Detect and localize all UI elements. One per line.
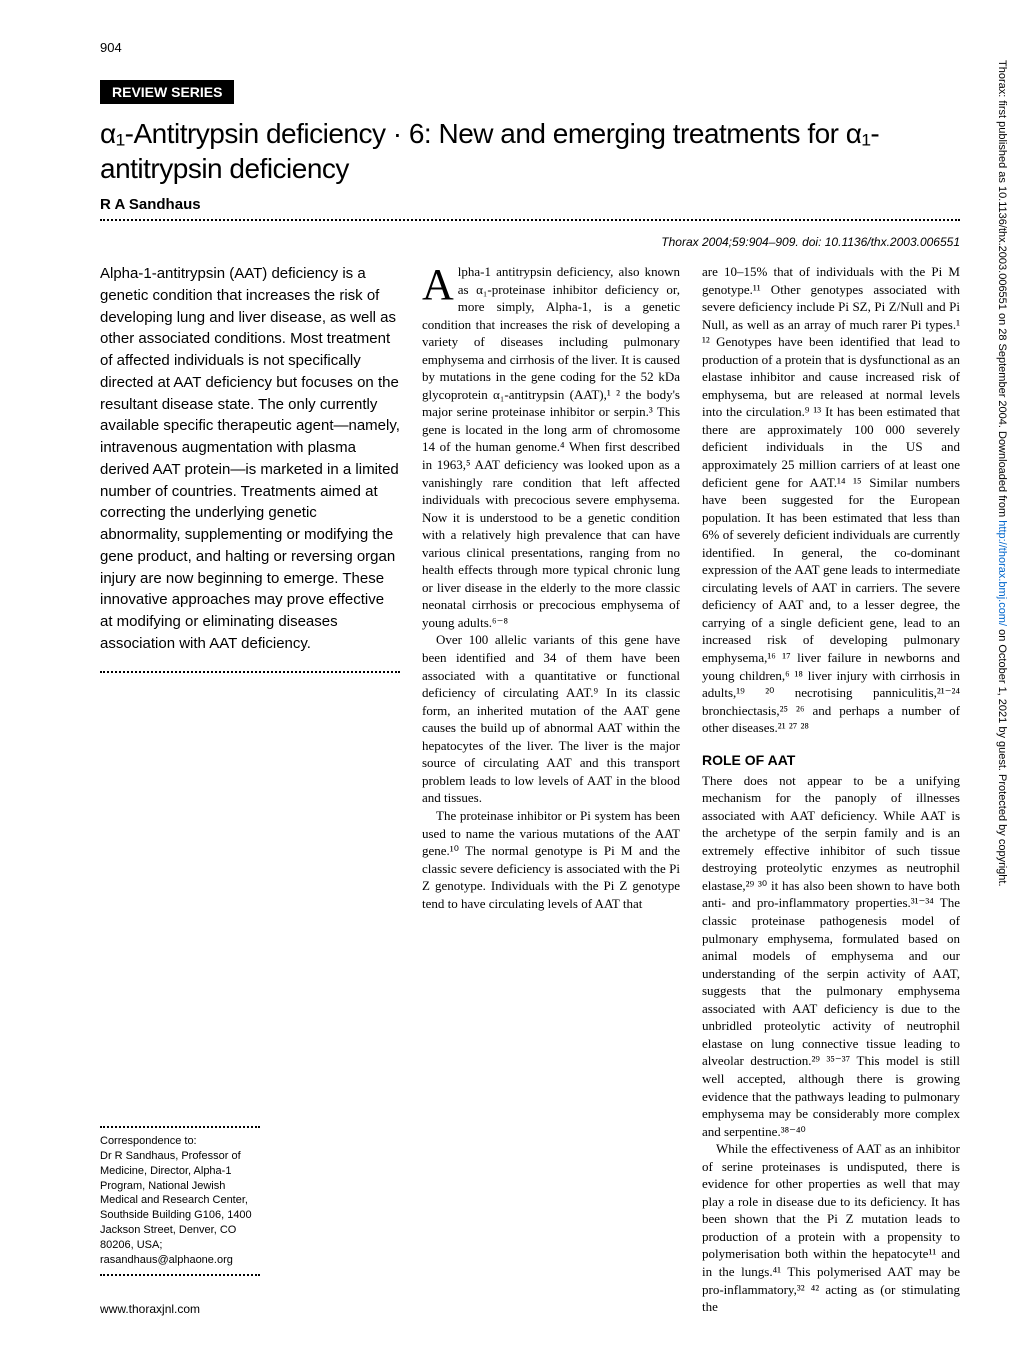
review-series-badge: REVIEW SERIES	[100, 80, 234, 104]
correspondence-text: Dr R Sandhaus, Professor of Medicine, Di…	[100, 1149, 260, 1268]
correspondence-divider	[100, 1274, 260, 1276]
body-paragraph: Alpha-1 antitrypsin deficiency, also kno…	[422, 263, 680, 631]
citation: Thorax 2004;59:904–909. doi: 10.1136/thx…	[100, 235, 960, 249]
body-paragraph: The proteinase inhibitor or Pi system ha…	[422, 807, 680, 912]
body-paragraph: While the effectiveness of AAT as an inh…	[702, 1140, 960, 1315]
dropcap: A	[422, 263, 458, 303]
article-title: α₁-Antitrypsin deficiency · 6: New and e…	[100, 116, 960, 186]
page-number: 904	[100, 40, 122, 55]
footer-url: www.thoraxjnl.com	[100, 1302, 200, 1316]
section-heading: ROLE OF AAT	[702, 751, 960, 770]
correspondence-label: Correspondence to:	[100, 1134, 260, 1149]
body-paragraph: are 10–15% that of individuals with the …	[702, 263, 960, 737]
body-paragraph: Over 100 allelic variants of this gene h…	[422, 631, 680, 806]
author-name: R A Sandhaus	[100, 196, 960, 213]
body-paragraph: There does not appear to be a unifying m…	[702, 772, 960, 1140]
body-text-span: lpha-1 antitrypsin deficiency, also know…	[422, 264, 680, 630]
side-text-part1: Thorax: first published as 10.1136/thx.2…	[996, 60, 1008, 520]
side-text-part2: on October 1, 2021 by guest. Protected b…	[996, 626, 1008, 887]
abstract-divider	[100, 671, 400, 673]
copyright-sidebar: Thorax: first published as 10.1136/thx.2…	[996, 60, 1008, 1260]
correspondence-divider	[100, 1126, 260, 1128]
correspondence-block: Correspondence to: Dr R Sandhaus, Profes…	[100, 1126, 260, 1276]
abstract-text: Alpha-1-antitrypsin (AAT) deficiency is …	[100, 263, 400, 655]
side-link[interactable]: http://thorax.bmj.com/	[996, 520, 1008, 626]
divider	[100, 219, 960, 221]
